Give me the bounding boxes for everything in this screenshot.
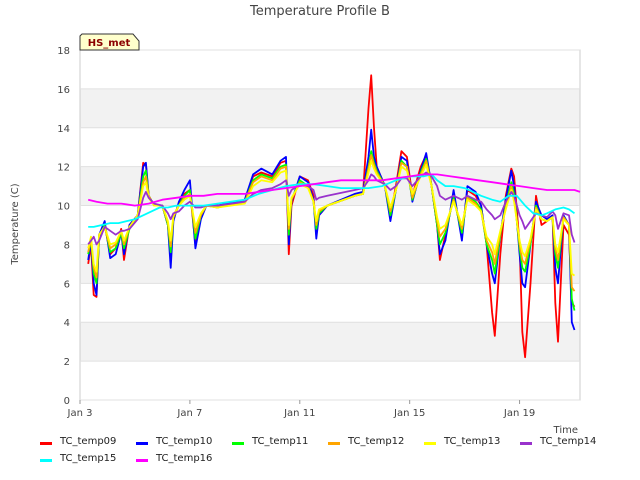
series-line-TC_temp16 <box>87 173 581 207</box>
y-tick-label: 4 <box>64 318 70 329</box>
legend-swatch <box>136 459 148 462</box>
series-line-TC_temp15 <box>88 173 576 228</box>
y-tick-label: 6 <box>64 279 70 290</box>
plot-band <box>80 322 580 362</box>
legend-label: TC_temp12 <box>348 436 405 447</box>
plot-band <box>80 244 580 284</box>
y-tick-label: 18 <box>57 46 70 57</box>
x-tick-label: Jan 19 <box>503 408 535 419</box>
y-tick-label: 0 <box>64 396 70 407</box>
legend-label: TC_temp11 <box>252 436 309 447</box>
y-tick-label: 8 <box>64 240 70 251</box>
legend-swatch <box>40 459 52 462</box>
y-axis: 0 2 4 6 8 10 12 14 16 18 <box>57 46 580 407</box>
legend-label: TC_temp14 <box>540 436 597 447</box>
site-badge-box <box>79 33 140 51</box>
x-tick-label: Jan 3 <box>67 408 93 419</box>
y-tick-label: 14 <box>57 124 70 135</box>
legend-swatch <box>136 442 148 445</box>
legend-swatch <box>40 442 52 445</box>
chart-title: Temperature Profile B <box>249 4 390 19</box>
legend-swatch <box>520 442 532 445</box>
y-axis-label: Temperature (C) <box>10 183 21 265</box>
series-lines <box>87 74 581 359</box>
legend-label: TC_temp13 <box>444 436 501 447</box>
plot-band <box>80 88 580 128</box>
x-tick-label: Jan 11 <box>283 408 315 419</box>
legend-label: TC_temp09 <box>60 436 117 447</box>
site-badge-label: HS_met <box>88 38 131 49</box>
y-tick-label: 12 <box>57 163 70 174</box>
y-tick-label: 2 <box>64 357 70 368</box>
y-tick-label: 16 <box>57 85 70 96</box>
legend-swatch <box>328 442 340 445</box>
legend-label: TC_temp10 <box>156 436 213 447</box>
x-tick-label: Jan 7 <box>176 408 202 419</box>
x-axis: Jan 3 Jan 7 Jan 11 Jan 15 Jan 19 <box>67 400 535 419</box>
y-tick-label: 10 <box>57 202 70 213</box>
site-badge: HS_met <box>79 33 140 51</box>
legend-label: TC_temp16 <box>156 453 213 464</box>
legend-label: TC_temp15 <box>60 453 117 464</box>
x-tick-label: Jan 15 <box>393 408 425 419</box>
legend-swatch <box>232 442 244 445</box>
legend-swatch <box>424 442 436 445</box>
x-axis-label: Time <box>553 425 578 436</box>
